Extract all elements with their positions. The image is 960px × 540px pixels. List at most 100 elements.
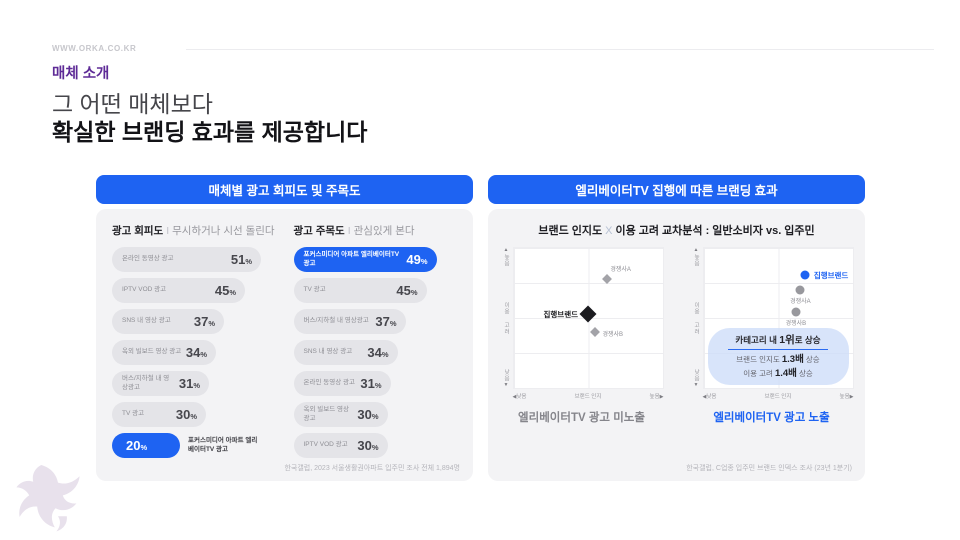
diamond-marker	[602, 273, 613, 284]
bar-pill-highlight: 20%	[112, 433, 180, 458]
bar-pill: 버스/지하철 내 영상광고 37%	[293, 309, 406, 334]
bar-label: IPTV VOD 광고	[303, 441, 348, 449]
annotation-awareness: 브랜드 인지도 1.3배 상승	[736, 354, 820, 366]
bar-value: 45%	[214, 283, 236, 298]
bar-row: 옥외 빌보드 영상 광고 34%	[112, 340, 278, 365]
x-axis-high-label: 높음	[649, 394, 660, 400]
arrow-right-icon: ▶	[849, 394, 854, 400]
percent-unit: %	[389, 319, 397, 328]
scatter-point-label: 경쟁사B	[785, 321, 807, 328]
scatter-section-title: 브랜드 인지도 X 이용 고려 교차분석 : 일반소비자 vs. 입주민	[488, 209, 865, 238]
bar-value: 37%	[193, 314, 215, 329]
annotation-consideration: 이용 고려 1.4배 상승	[743, 367, 813, 379]
scatter-point-label: 경쟁사A	[790, 299, 811, 305]
percent-unit: %	[190, 412, 197, 421]
website-url: WWW.ORKA.CO.KR	[52, 44, 137, 53]
diamond-marker	[579, 305, 597, 323]
y-axis: ▲ 높음 이용 고려 낮음 ▼	[500, 247, 513, 389]
scatter-title-right: 이용 고려 교차분석 : 일반소비자 vs. 입주민	[615, 225, 815, 237]
bar-label-outside: 포커스미디어 아파트 엘리베이터TV 광고	[188, 437, 258, 453]
attention-column-title: 광고 주목도 I 관심있게 본다	[294, 223, 460, 238]
percent-unit: %	[410, 288, 418, 297]
bar-pill: IPTV VOD 광고 30%	[293, 433, 388, 458]
media-avoidance-panel: 매체별 광고 회피도 및 주목도 광고 회피도 I 무시하거나 시선 돌린다 온라인…	[96, 175, 473, 481]
bar-row: 20% 포커스미디어 아파트 엘리베이터TV 광고	[112, 433, 278, 458]
annotation-headline: 카테고리 내 1위로 상승	[728, 332, 828, 351]
y-axis-high-label: 높음	[693, 254, 699, 267]
bar-pill: 옥외 빌보드 영상 광고 34%	[112, 340, 216, 365]
x-axis: ◀낮음 브랜드 인지 높음▶	[513, 392, 664, 400]
scatter-point-label: 집행브랜드	[813, 270, 849, 280]
bar-pill: IPTV VOD 광고 45%	[112, 278, 245, 303]
rank-up-annotation: 카테고리 내 1위로 상승 브랜드 인지도 1.3배 상승 이용 고려 1.4배…	[707, 327, 849, 385]
column-title-rest: 무시하거나 시선 돌린다	[172, 225, 275, 237]
left-panel-header: 매체별 광고 회피도 및 주목도	[96, 175, 473, 204]
top-divider-line	[186, 49, 934, 50]
right-panel-footnote: 한국갤럽, C업종 입주민 브랜드 인덱스 조사 (23년 1분기)	[686, 465, 852, 472]
bar-label: IPTV VOD 광고	[122, 286, 167, 294]
bar-pill: TV 광고 30%	[112, 402, 206, 427]
arrow-left-icon: ◀	[512, 394, 517, 400]
column-title-strong: 광고 주목도	[293, 225, 345, 237]
scatter-point-label: 경쟁사B	[602, 332, 623, 338]
circle-marker	[791, 307, 801, 317]
column-title-separator: I	[347, 225, 351, 237]
headline-line1: 그 어떤 매체보다	[52, 91, 213, 117]
percent-unit: %	[200, 350, 207, 359]
scatter-title-x: X	[605, 225, 613, 237]
scatter-caption-no-exposure: 엘리베이터TV 광고 미노출	[518, 412, 645, 424]
branding-effect-panel: 엘리베이터TV 집행에 따른 브랜딩 효과 브랜드 인지도 X 이용 고려 교차분석…	[488, 175, 865, 481]
bar-row: 옥외 빌보드 영상 광고 30%	[293, 402, 460, 427]
y-axis-label: 이용 고려	[693, 301, 699, 335]
percent-unit: %	[245, 257, 252, 266]
arrow-down-icon: ▼	[693, 382, 699, 388]
column-title-strong: 광고 회피도	[112, 225, 164, 237]
bar-value: 37%	[375, 314, 397, 329]
bar-row: 온라인 동영상 광고 51%	[112, 247, 278, 272]
percent-unit: %	[374, 381, 382, 390]
avoidance-column-title: 광고 회피도 I 무시하거나 시선 돌린다	[112, 223, 278, 238]
y-axis: ▲ 높음 이용 고려 낮음 ▼	[690, 247, 703, 389]
column-title-separator: I	[166, 225, 170, 237]
scatter-caption-exposure: 엘리베이터TV 광고 노출	[713, 412, 830, 424]
bar-row: IPTV VOD 광고 45%	[112, 278, 278, 303]
bar-value: 45%	[396, 283, 418, 298]
scatter-exposure: ▲ 높음 이용 고려 낮음 ▼ 카테고리 내 1위로 상승 브랜드 인지도 1.3배…	[690, 247, 854, 425]
percent-unit: %	[229, 288, 236, 297]
bar-pill: 버스/지하철 내 영상광고 31%	[112, 371, 209, 396]
bar-label: 버스/지하철 내 영상광고	[122, 375, 170, 391]
arrow-left-icon: ◀	[702, 394, 707, 400]
percent-unit: %	[208, 319, 215, 328]
x-axis-label: 브랜드 인지	[574, 394, 602, 400]
bar-label: 옥외 빌보드 영상 광고	[303, 406, 349, 422]
bar-row: TV 광고 45%	[293, 278, 460, 303]
diamond-marker	[590, 327, 601, 337]
percent-unit: %	[193, 381, 200, 390]
scatter-no-exposure: ▲ 높음 이용 고려 낮음 ▼ 경쟁사A 집행브랜드 경쟁사B ◀낮음 브랜드 인지 높…	[500, 247, 664, 425]
arrow-up-icon: ▲	[503, 247, 509, 253]
bar-value: 51%	[230, 252, 252, 267]
percent-unit: %	[140, 443, 148, 452]
percent-unit: %	[371, 412, 379, 421]
bar-value: 20%	[126, 438, 148, 453]
bar-row: SNS 내 영상 광고 37%	[112, 309, 278, 334]
bar-value: 30%	[175, 407, 197, 422]
bar-row: SNS 내 영상 광고 34%	[293, 340, 460, 365]
column-title-rest: 관심있게 본다	[353, 225, 415, 237]
content-panels: 매체별 광고 회피도 및 주목도 광고 회피도 I 무시하거나 시선 돌린다 온라인…	[96, 175, 865, 481]
bar-pill: SNS 내 영상 광고 34%	[293, 340, 398, 365]
x-axis-low-label: 낮음	[516, 394, 527, 400]
bar-row: 온라인 동영상 광고 31%	[293, 371, 460, 396]
bar-value: 34%	[367, 345, 389, 360]
bar-label: TV 광고	[303, 286, 326, 294]
x-axis-high-label: 높음	[839, 394, 850, 400]
percent-unit: %	[381, 350, 389, 359]
arrow-down-icon: ▼	[503, 382, 509, 388]
bar-label: 온라인 동영상 광고	[122, 255, 174, 263]
left-panel-body: 광고 회피도 I 무시하거나 시선 돌린다 온라인 동영상 광고 51% IPTV VO…	[96, 209, 473, 481]
bar-row: 버스/지하철 내 영상광고 31%	[112, 371, 278, 396]
y-axis-high-label: 높음	[503, 254, 509, 267]
scatter-title-left: 브랜드 인지도	[538, 225, 603, 237]
bar-label: SNS 내 영상 광고	[122, 317, 171, 325]
orca-logo-icon	[16, 465, 80, 532]
